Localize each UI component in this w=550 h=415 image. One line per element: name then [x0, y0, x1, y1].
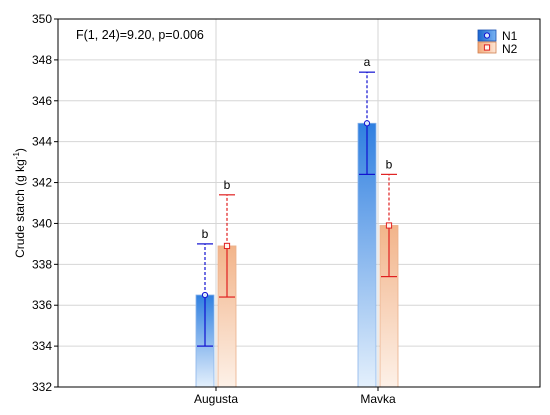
- legend-marker-n2: [483, 44, 491, 51]
- legend-label-n2: N2: [502, 42, 518, 56]
- y-axis-label-close: ): [13, 148, 27, 152]
- y-tick-label: 346: [32, 94, 52, 108]
- y-axis-label-main: Crude starch (g kg: [13, 159, 27, 258]
- mean-marker-n1: [201, 291, 209, 299]
- mean-marker-n2: [223, 242, 231, 250]
- significance-letter-n1: a: [364, 55, 371, 69]
- legend: N1 N2: [477, 29, 518, 56]
- legend-item-n2: N2: [477, 41, 518, 56]
- gridlines: [58, 19, 540, 387]
- y-tick-label: 342: [32, 176, 52, 190]
- y-tick-label: 338: [32, 257, 52, 271]
- legend-marker-n1: [483, 32, 491, 39]
- x-tick-label: Augusta: [194, 392, 238, 406]
- significance-letter-n2: b: [386, 157, 393, 171]
- plot-frame: [57, 18, 541, 388]
- y-axis-label-superscript: -1: [12, 152, 21, 160]
- y-tick-label: 336: [32, 298, 52, 312]
- x-axis: Augusta Mavka: [194, 387, 396, 406]
- y-tick-label: 332: [32, 380, 52, 394]
- significance-letter-n1: b: [202, 227, 209, 241]
- significance-letters: b a b b: [202, 55, 393, 241]
- y-tick-label: 334: [32, 339, 52, 353]
- y-tick-label: 340: [32, 216, 52, 230]
- mean-marker-n2: [385, 222, 393, 229]
- x-tick-label: Mavka: [360, 392, 396, 406]
- error-bars: [197, 71, 397, 347]
- significance-letter-n2: b: [224, 178, 231, 192]
- y-axis-label: Crude starch (g kg-1): [12, 148, 27, 258]
- y-tick-label: 348: [32, 53, 52, 67]
- legend-label-n1: N1: [502, 29, 518, 43]
- y-tick-label: 344: [32, 135, 52, 149]
- stats-annotation: F(1, 24)=9.20, p=0.006: [76, 28, 204, 42]
- legend-item-n1: N1: [477, 29, 518, 43]
- plot-area: [58, 19, 540, 387]
- mean-markers: [201, 120, 393, 299]
- mean-marker-n1: [363, 120, 371, 127]
- y-tick-label: 350: [32, 12, 52, 26]
- y-axis: 332 334 336 338 340 342 344 346 348 350: [32, 12, 58, 394]
